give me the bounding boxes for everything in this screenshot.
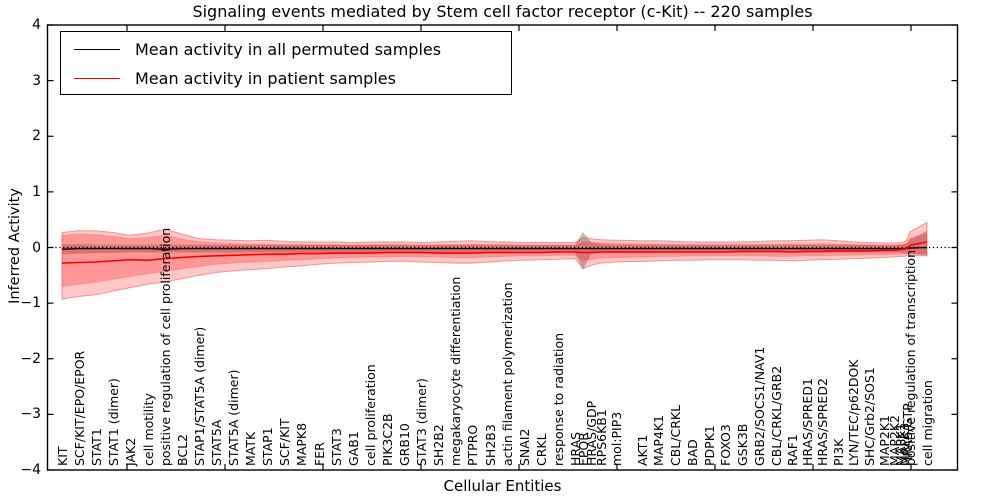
x-tick-label: FOXO3	[717, 424, 733, 466]
y-tick-label: −2	[20, 350, 41, 367]
patient-std-inner-band	[61, 232, 928, 287]
x-tick-label: GRB10	[396, 423, 412, 466]
x-tick-label: FER	[311, 442, 327, 466]
x-tick-label: STAP1/STAT5A (dimer)	[191, 326, 207, 466]
legend-label-patient: Mean activity in patient samples	[135, 68, 396, 88]
x-tick-label: PIK3C2B	[379, 413, 395, 466]
x-tick-label: STAT5A (dimer)	[225, 369, 241, 466]
x-tick-label: CBL/CRKL/GRB2	[768, 365, 784, 466]
x-tick-label: PDPK1	[701, 425, 717, 466]
permuted-line-swatch	[74, 48, 120, 50]
x-tick-label: STAT3	[328, 428, 344, 466]
permuted-std-band	[62, 230, 927, 270]
patient-mean-line	[61, 241, 928, 264]
x-tick-label: HRAS/SPRED1	[799, 378, 815, 466]
x-tick-label: STAT5A	[208, 419, 224, 466]
x-tick-label: CBL/CRKL	[667, 404, 683, 466]
x-tick-label: STAT1 (dimer)	[105, 378, 121, 466]
patient-std-outer-band	[61, 221, 928, 300]
x-tick-label: AKT1	[634, 434, 650, 466]
y-tick-label: 1	[32, 183, 41, 200]
x-tick-label: SHC/Grb2/SOS1	[861, 367, 877, 466]
x-tick-label: CRKL	[533, 433, 549, 466]
x-tick-label: MAP4K1	[650, 415, 666, 466]
x-tick-label: BCL2	[174, 433, 190, 466]
x-tick-label: actin filament polymerization	[499, 282, 515, 466]
x-tick-label: SCF/KIT/EPO/EPOR	[71, 350, 87, 466]
x-tick-label: SNAI2	[516, 428, 532, 466]
x-tick-label: response to radiation	[550, 332, 566, 466]
x-tick-label: RPS6KB1	[593, 409, 609, 466]
legend: Mean activity in all permuted samples Me…	[60, 31, 512, 95]
x-tick-label: KIT	[54, 446, 70, 466]
x-tick-label: PTPRO	[464, 424, 480, 466]
patient-line-swatch	[74, 77, 120, 79]
y-tick-label: 4	[32, 17, 41, 33]
legend-label-permuted: Mean activity in all permuted samples	[135, 39, 442, 59]
x-tick-label: SH2B3	[482, 424, 498, 466]
x-tick-label: STAT3 (dimer)	[413, 378, 429, 466]
x-tick-label: cell migration	[919, 380, 935, 466]
x-tick-label: megakaryocyte differentiation	[447, 276, 463, 466]
x-tick-label: STAT1	[88, 428, 104, 466]
x-tick-label: RAF1	[784, 434, 800, 466]
x-tick-label: BAD	[684, 439, 700, 466]
y-tick-label: −4	[20, 462, 41, 478]
x-tick-label: PI3K	[830, 438, 846, 466]
chart-title: Signaling events mediated by Stem cell f…	[192, 2, 813, 21]
x-tick-label: SCF/KIT	[276, 418, 292, 466]
x-tick-label: STAP1	[259, 427, 275, 466]
x-tick-label: HRAS/SPRED2	[814, 378, 830, 466]
x-tick-label: cell motility	[140, 393, 156, 466]
x-tick-label: SH2B2	[430, 424, 446, 466]
x-tick-label: JAK2	[122, 437, 138, 466]
y-tick-label: −3	[20, 406, 41, 423]
permuted-mean-line	[61, 246, 928, 250]
x-tick-label: GAB1	[345, 431, 361, 466]
x-tick-label: positive regulation of transcription	[902, 250, 918, 466]
x-axis-label: Cellular Entities	[443, 477, 562, 495]
x-tick-label: MAPK8	[293, 422, 309, 466]
legend-item-permuted: Mean activity in all permuted samples	[61, 39, 441, 59]
x-tick-label: MATK	[242, 431, 258, 466]
y-tick-label: 3	[32, 72, 41, 89]
x-tick-label: LYN/TEC/p62DOK	[845, 359, 861, 466]
x-tick-label: positive regulation of cell proliferatio…	[157, 227, 173, 466]
legend-item-patient: Mean activity in patient samples	[61, 68, 396, 88]
x-tick-label: cell proliferation	[362, 364, 378, 466]
y-tick-label: 0	[32, 239, 41, 256]
x-tick-label: mol:PIP3	[608, 411, 624, 466]
y-tick-label: 2	[32, 128, 41, 145]
y-tick-label: −1	[20, 295, 41, 312]
x-tick-label: GRB2/SOCS1/NAV1	[751, 346, 767, 466]
x-tick-label: GSK3B	[734, 423, 750, 466]
